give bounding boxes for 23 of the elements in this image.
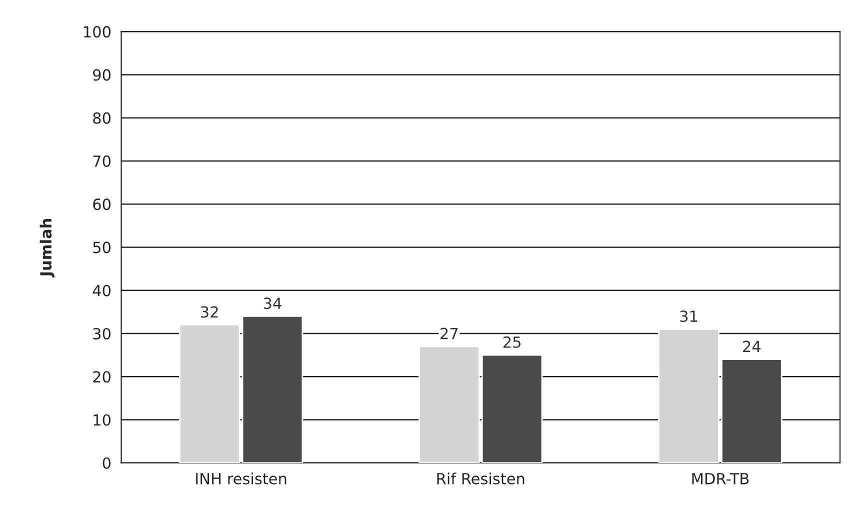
x-tick-label: Rif Resisten (437, 472, 524, 484)
data-label: 25 (503, 336, 520, 348)
y-tick-label: 90 (93, 69, 111, 81)
y-tick-label: 20 (93, 371, 111, 383)
data-label: 24 (743, 340, 761, 352)
y-tick-label: 40 (92, 284, 111, 296)
y-tick-label: 30 (93, 328, 111, 340)
data-label: 31 (680, 310, 698, 322)
bar (178, 324, 240, 463)
x-tick-label: INH resisten (196, 472, 286, 484)
data-label: 27 (440, 328, 458, 340)
y-axis-title: Jumlah (40, 218, 54, 278)
y-tick-label: 50 (93, 242, 111, 254)
y-tick-label: 10 (94, 414, 111, 426)
y-tick-label: 100 (84, 26, 111, 38)
data-label: 32 (201, 306, 218, 318)
y-tick-label: 70 (93, 155, 111, 167)
bar (242, 316, 304, 463)
y-tick-label: 60 (93, 198, 111, 210)
x-tick-label: MDR-TB (692, 473, 749, 484)
y-tick-label: 80 (93, 112, 111, 124)
y-tick-label: 0 (102, 457, 111, 469)
data-label: 34 (264, 298, 282, 310)
